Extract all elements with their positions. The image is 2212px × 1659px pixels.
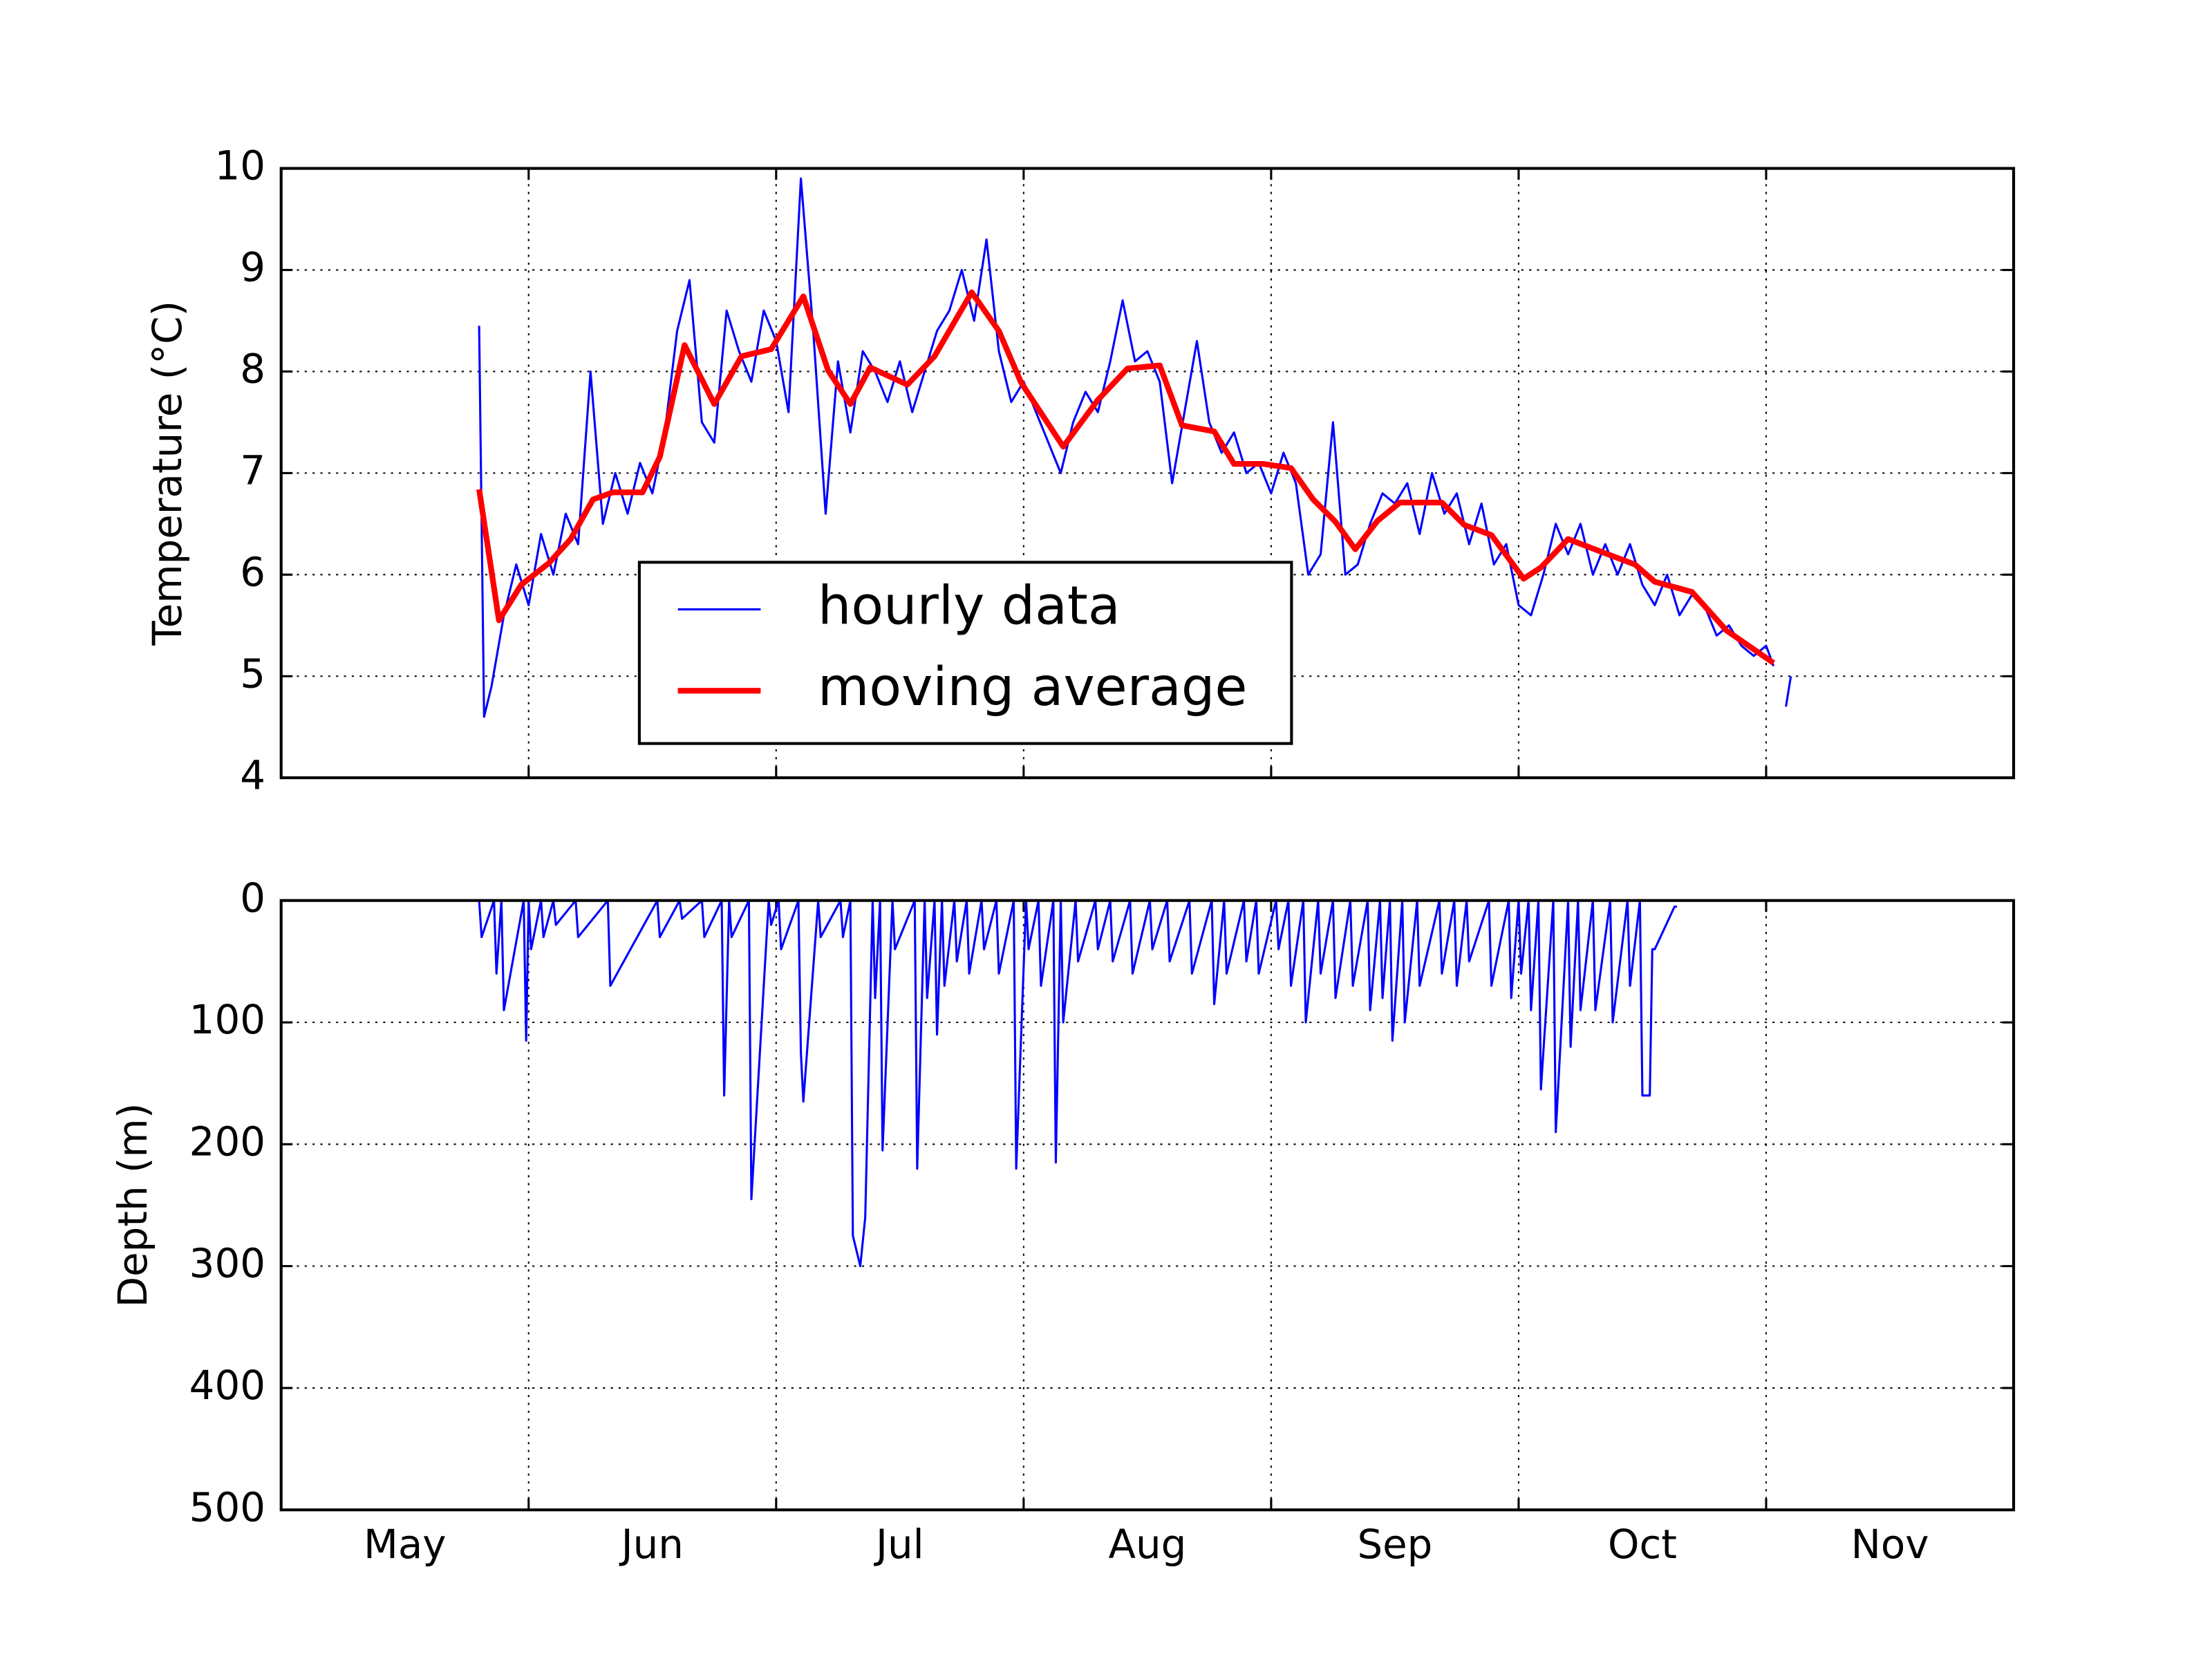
y-tick-label: 300	[189, 1240, 265, 1287]
x-tick-label: Aug	[1108, 1521, 1186, 1568]
y-tick-label: 6	[240, 548, 265, 595]
x-tick-label: May	[364, 1521, 447, 1568]
y-tick-label: 200	[189, 1118, 265, 1165]
legend-label: hourly data	[818, 576, 1121, 637]
plot-frame	[279, 167, 2016, 780]
y-tick-label: 9	[240, 244, 265, 291]
y-axis-label: Temperature (°C)	[144, 301, 191, 646]
y-tick-label: 5	[240, 650, 265, 697]
y-tick-label: 100	[189, 996, 265, 1043]
y-tick-label: 500	[189, 1483, 265, 1530]
x-tick-label: Nov	[1851, 1521, 1929, 1568]
x-tick-label: Jul	[874, 1521, 924, 1568]
legend-label: moving average	[818, 657, 1247, 718]
y-tick-label: 7	[240, 447, 265, 494]
plot-frame	[279, 899, 2016, 1512]
legend-box	[637, 561, 1293, 745]
y-tick-label: 8	[240, 346, 265, 393]
x-tick-label: Oct	[1608, 1521, 1677, 1568]
x-tick-label: Sep	[1357, 1521, 1432, 1568]
data-line	[478, 899, 1678, 1268]
x-tick-label: Jun	[619, 1521, 684, 1568]
y-tick-label: 400	[189, 1362, 265, 1409]
y-tick-label: 10	[214, 142, 265, 189]
y-tick-label: 0	[240, 874, 265, 921]
data-line	[478, 177, 1792, 718]
y-axis-label: Depth (m)	[109, 1103, 156, 1308]
y-tick-label: 4	[240, 751, 265, 798]
data-line	[476, 289, 1776, 666]
